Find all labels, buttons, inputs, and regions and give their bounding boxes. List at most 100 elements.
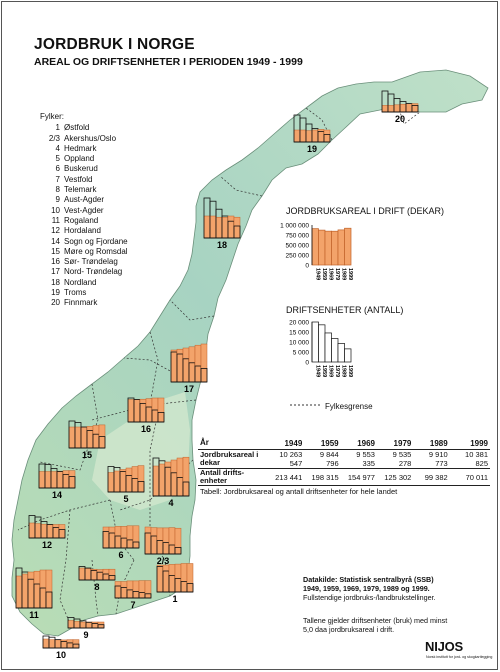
legend-item: 7 Vestfold [40, 175, 128, 185]
area-bar [28, 522, 36, 539]
key-year-label: 1999 [347, 365, 353, 377]
area-bar [168, 564, 176, 593]
county-chart: 2/3 [144, 526, 182, 566]
legend-item-number: 15 [51, 246, 60, 256]
area-bar [86, 426, 94, 449]
key-bar [311, 228, 319, 266]
area-bar [62, 470, 70, 489]
table-cell: 9 844 796 [304, 449, 341, 469]
table-header-cell: 1969 [340, 437, 377, 450]
legend-item-number: 12 [51, 226, 60, 236]
legend-item: 10 Vest-Agder [40, 206, 128, 216]
key-year-label: 1969 [328, 365, 334, 377]
county-chart: 17 [170, 343, 208, 394]
area-bar [180, 563, 188, 593]
legend-item-name: Nordland [64, 277, 97, 287]
county-chart: 11 [15, 567, 53, 620]
map-title: JORDBRUK I NORGE [34, 36, 195, 53]
area-bar [45, 569, 53, 609]
table-header-cell: 1949 [264, 437, 305, 450]
area-bar [158, 463, 166, 497]
legend-item-number: 19 [51, 288, 60, 298]
key-tick-label: 10 000 [289, 340, 309, 347]
key-tick-label: 0 [305, 360, 309, 367]
boundary-label: Fylkesgrense [325, 402, 373, 411]
key-bar [344, 348, 352, 363]
legend-item: 8 Telemark [40, 185, 128, 195]
key-tick-label: 1 000 000 [280, 223, 309, 230]
county-chart: 8 [78, 566, 116, 592]
area-bar [50, 471, 58, 489]
table-row-label: Antall drifts- enheter [198, 468, 264, 486]
area-bar [68, 426, 76, 449]
area-bar [38, 471, 46, 489]
key-year-label: 1949 [315, 365, 321, 377]
table-cell: 99 382 [413, 468, 450, 486]
county-chart: 16 [127, 397, 165, 434]
county-chart-label: 15 [82, 450, 92, 460]
area-bar [120, 581, 128, 599]
table-caption: Tabell: Jordbruksareal og antall driftse… [200, 487, 398, 496]
area-bar [102, 568, 110, 581]
legend-item-number: 5 [55, 154, 60, 164]
area-bar [54, 639, 62, 649]
legend-item-number: 4 [55, 143, 60, 153]
area-bar [145, 398, 153, 423]
county-chart-label: 8 [94, 582, 99, 592]
table-cell: 9 553 335 [340, 449, 377, 469]
county-chart: 12 [28, 515, 66, 550]
key-bar [344, 227, 352, 266]
key-year-label: 1959 [321, 268, 327, 280]
area-bar [79, 621, 87, 629]
area-bar [323, 129, 331, 143]
area-bar [182, 456, 190, 497]
legend-item-name: Rogaland [64, 215, 99, 225]
key-tick-label: 5 000 [293, 350, 310, 357]
area-bar [39, 569, 47, 609]
area-bar [108, 526, 116, 549]
area-bar [96, 569, 104, 581]
summary-table: År 1949 1959 1969 1979 1989 1999 Jordbru… [198, 437, 490, 486]
area-bar [182, 347, 190, 383]
legend-item: 11 Rogaland [40, 216, 128, 226]
legend-item-name: Finnmark [64, 298, 98, 308]
area-bar [107, 472, 115, 493]
county-chart-label: 9 [83, 630, 88, 640]
area-bar [176, 457, 184, 497]
key-bar [324, 332, 332, 363]
source-line-1: Datakilde: Statistisk sentralbyrå (SSB) [303, 575, 434, 584]
county-chart: 10 [42, 635, 80, 660]
county-chart-label: 1 [172, 594, 177, 604]
legend-item-number: 11 [51, 215, 60, 225]
table-header-cell: 1999 [449, 437, 490, 450]
area-bar [40, 523, 48, 539]
key-year-label: 1989 [341, 268, 347, 280]
legend-item: 9 Aust-Agder [40, 195, 128, 205]
area-bar [84, 568, 92, 581]
area-bar [114, 581, 122, 599]
area-bar [90, 568, 98, 581]
county-chart-label: 4 [168, 498, 173, 508]
legend-item-number: 2/3 [48, 133, 60, 143]
county-chart: 7 [114, 580, 152, 610]
table-row: Jordbruksareal i dekar 10 263 547 9 844 … [198, 449, 490, 469]
area-bar [399, 103, 407, 113]
area-bar [44, 471, 52, 489]
county-chart-label: 18 [217, 240, 227, 250]
county-chart-label: 2/3 [157, 556, 170, 566]
legend-item-name: Telemark [64, 185, 97, 195]
area-bar [74, 426, 82, 449]
legend-item-number: 14 [51, 236, 60, 246]
area-bar [156, 527, 164, 555]
area-bar [203, 215, 211, 239]
county-chart-label: 11 [29, 610, 39, 620]
table-cell: 10 263 547 [264, 449, 305, 469]
key-area-title: JORDBRUKSAREAL I DRIFT (DEKAR) [286, 206, 445, 216]
key-bar [318, 324, 326, 363]
key-tick-label: 0 [305, 263, 309, 270]
area-bar [85, 621, 93, 629]
table-cell: 9 910 773 [413, 449, 450, 469]
legend-item: 4 Hedmark [40, 144, 128, 154]
key-year-label: 1979 [334, 268, 340, 280]
area-bar [48, 639, 56, 649]
